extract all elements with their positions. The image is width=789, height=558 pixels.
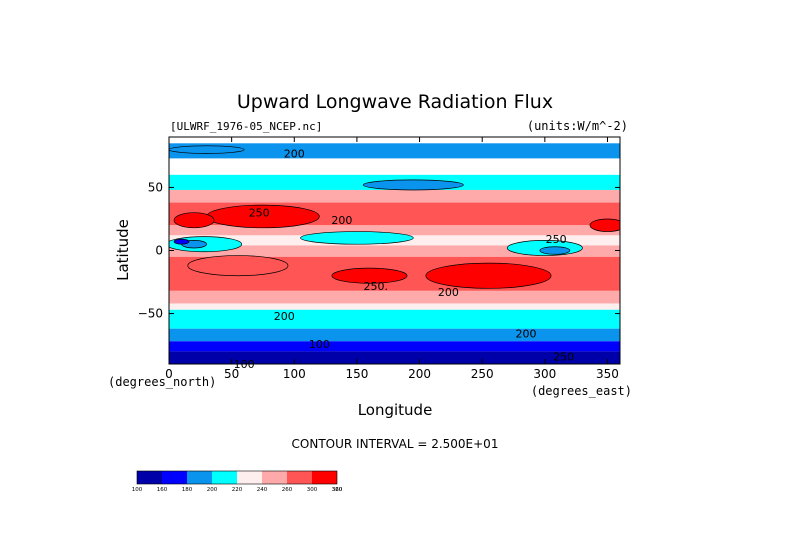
- flux-band: [169, 309, 620, 329]
- x-axis-ticks: 0 50 100 150 200 250 300 350: [165, 137, 619, 381]
- colorbar-frame: [136, 470, 338, 485]
- x-tick-label: 350: [596, 367, 619, 381]
- contour-label: 200: [516, 328, 537, 341]
- contour-label: 250: [553, 350, 574, 363]
- flux-band: [169, 137, 620, 144]
- colorbar-level-label: 260: [282, 487, 293, 493]
- flux-band: [169, 341, 620, 352]
- colorbar-level-label: 160: [157, 487, 168, 493]
- colorbar-swatch: [162, 471, 187, 484]
- colorbar-level-label: 240: [257, 487, 268, 493]
- x-tick-label: 100: [283, 367, 306, 381]
- contour-label: 200: [331, 214, 352, 227]
- flux-band: [169, 245, 620, 257]
- flux-patch: [169, 145, 245, 154]
- contour-label: 250: [546, 233, 567, 246]
- colorbar-swatch: [137, 471, 162, 484]
- flux-band: [169, 328, 620, 342]
- flux-patch: [589, 218, 620, 232]
- colorbar-swatch: [287, 471, 312, 484]
- colorbar-level-label: 100: [132, 487, 143, 493]
- x-tick-label: 0: [165, 367, 173, 381]
- colorbar-level-label: 360: [332, 487, 343, 493]
- units-label: (units:W/m^-2): [527, 119, 628, 133]
- contour-label: 250.: [363, 280, 388, 293]
- y-axis-ticks: −50 0 50: [138, 180, 620, 321]
- colorbar-swatch: [262, 471, 287, 484]
- flux-band: [169, 189, 620, 203]
- flux-patch: [300, 231, 414, 245]
- colorbar-level-label: 320: [332, 487, 343, 493]
- contour-label: 250: [249, 207, 270, 220]
- flux-band: [169, 143, 620, 159]
- x-axis-label: Longitude: [358, 401, 433, 419]
- contour-label: 200: [284, 147, 305, 160]
- flux-band: [169, 225, 620, 236]
- flux-patch: [362, 179, 464, 191]
- colorbar-level-label: 220: [232, 487, 243, 493]
- y-tick-label: 50: [148, 180, 163, 194]
- colorbar-swatch: [237, 471, 262, 484]
- x-unit-note: (degrees_east): [531, 384, 632, 398]
- flux-patch: [331, 267, 408, 284]
- y-tick-label: −50: [138, 307, 163, 321]
- colorbar-swatch: [187, 471, 212, 484]
- colorbar-swatch: [312, 471, 337, 484]
- contour-interval: CONTOUR INTERVAL = 2.500E+01: [292, 437, 499, 451]
- flux-patch: [187, 255, 289, 277]
- x-tick-label: 250: [471, 367, 494, 381]
- flux-band: [169, 158, 620, 175]
- colorbar-level-label: 200: [207, 487, 218, 493]
- contour-label: 200: [438, 286, 459, 299]
- x-tick-label: 150: [345, 367, 368, 381]
- x-tick-label: 300: [533, 367, 556, 381]
- flux-map: [169, 137, 620, 364]
- contour-label: 100: [309, 338, 330, 351]
- flux-patch: [539, 246, 571, 255]
- y-tick-label: 0: [155, 244, 163, 258]
- colorbar-swatch: [212, 471, 237, 484]
- x-tick-label: 200: [408, 367, 431, 381]
- y-axis-label: Latitude: [114, 219, 132, 281]
- colorbar-level-label: 180: [182, 487, 193, 493]
- flux-patch: [173, 238, 190, 245]
- y-unit-note: (degrees_north): [108, 375, 216, 389]
- colorbar-level-label: 300: [307, 487, 318, 493]
- flux-patch: [425, 262, 552, 289]
- chart-title: Upward Longwave Radiation Flux: [237, 91, 553, 113]
- x-tick-label: 50: [224, 367, 239, 381]
- source-file-label: [ULWRF_1976-05_NCEP.nc]: [170, 120, 322, 133]
- flux-patch: [173, 212, 215, 229]
- flux-band: [169, 290, 620, 304]
- flux-band: [169, 303, 620, 310]
- contour-label: 200: [274, 310, 295, 323]
- flux-band: [169, 351, 620, 364]
